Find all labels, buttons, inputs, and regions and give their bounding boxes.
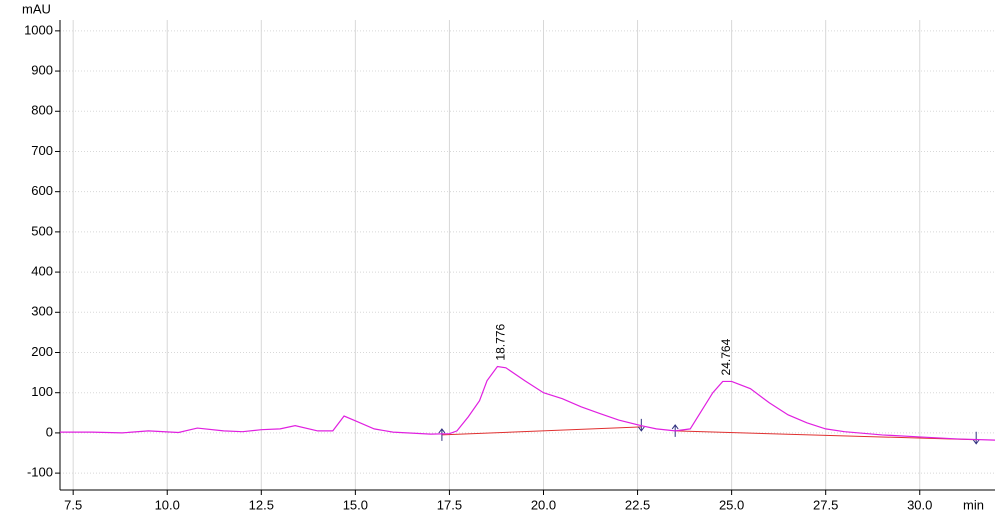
- x-tick-label: 15.0: [343, 497, 368, 512]
- x-tick-label: 30.0: [907, 497, 932, 512]
- x-tick-label: 12.5: [249, 497, 274, 512]
- y-tick-label: 400: [31, 264, 53, 279]
- x-tick-label: 25.0: [719, 497, 744, 512]
- integration-marker: [972, 431, 980, 445]
- baseline: [675, 430, 977, 441]
- y-tick-label: 0: [46, 424, 53, 439]
- x-tick-label: 22.5: [625, 497, 650, 512]
- y-tick-label: 200: [31, 344, 53, 359]
- x-tick-label: 27.5: [813, 497, 838, 512]
- x-tick-label: 17.5: [437, 497, 462, 512]
- x-tick-label: 20.0: [531, 497, 556, 512]
- x-axis-label: min: [963, 497, 984, 512]
- peak-label: 18.776: [494, 324, 508, 361]
- y-tick-label: 500: [31, 223, 53, 238]
- peak-label: 24.764: [719, 338, 733, 375]
- x-tick-label: 7.5: [64, 497, 82, 512]
- integration-marker: [637, 418, 645, 432]
- y-tick-label: 700: [31, 143, 53, 158]
- x-tick-label: 10.0: [155, 497, 180, 512]
- y-tick-label: 600: [31, 183, 53, 198]
- y-tick-label: 1000: [24, 22, 53, 37]
- baseline: [441, 426, 642, 436]
- integration-marker: [438, 428, 446, 441]
- y-tick-label: -100: [27, 465, 53, 480]
- y-tick-label: 900: [31, 62, 53, 77]
- trace: [60, 365, 996, 441]
- y-tick-label: 100: [31, 384, 53, 399]
- y-tick-label: 300: [31, 304, 53, 319]
- y-axis-label: mAU: [22, 1, 51, 16]
- y-tick-label: 800: [31, 103, 53, 118]
